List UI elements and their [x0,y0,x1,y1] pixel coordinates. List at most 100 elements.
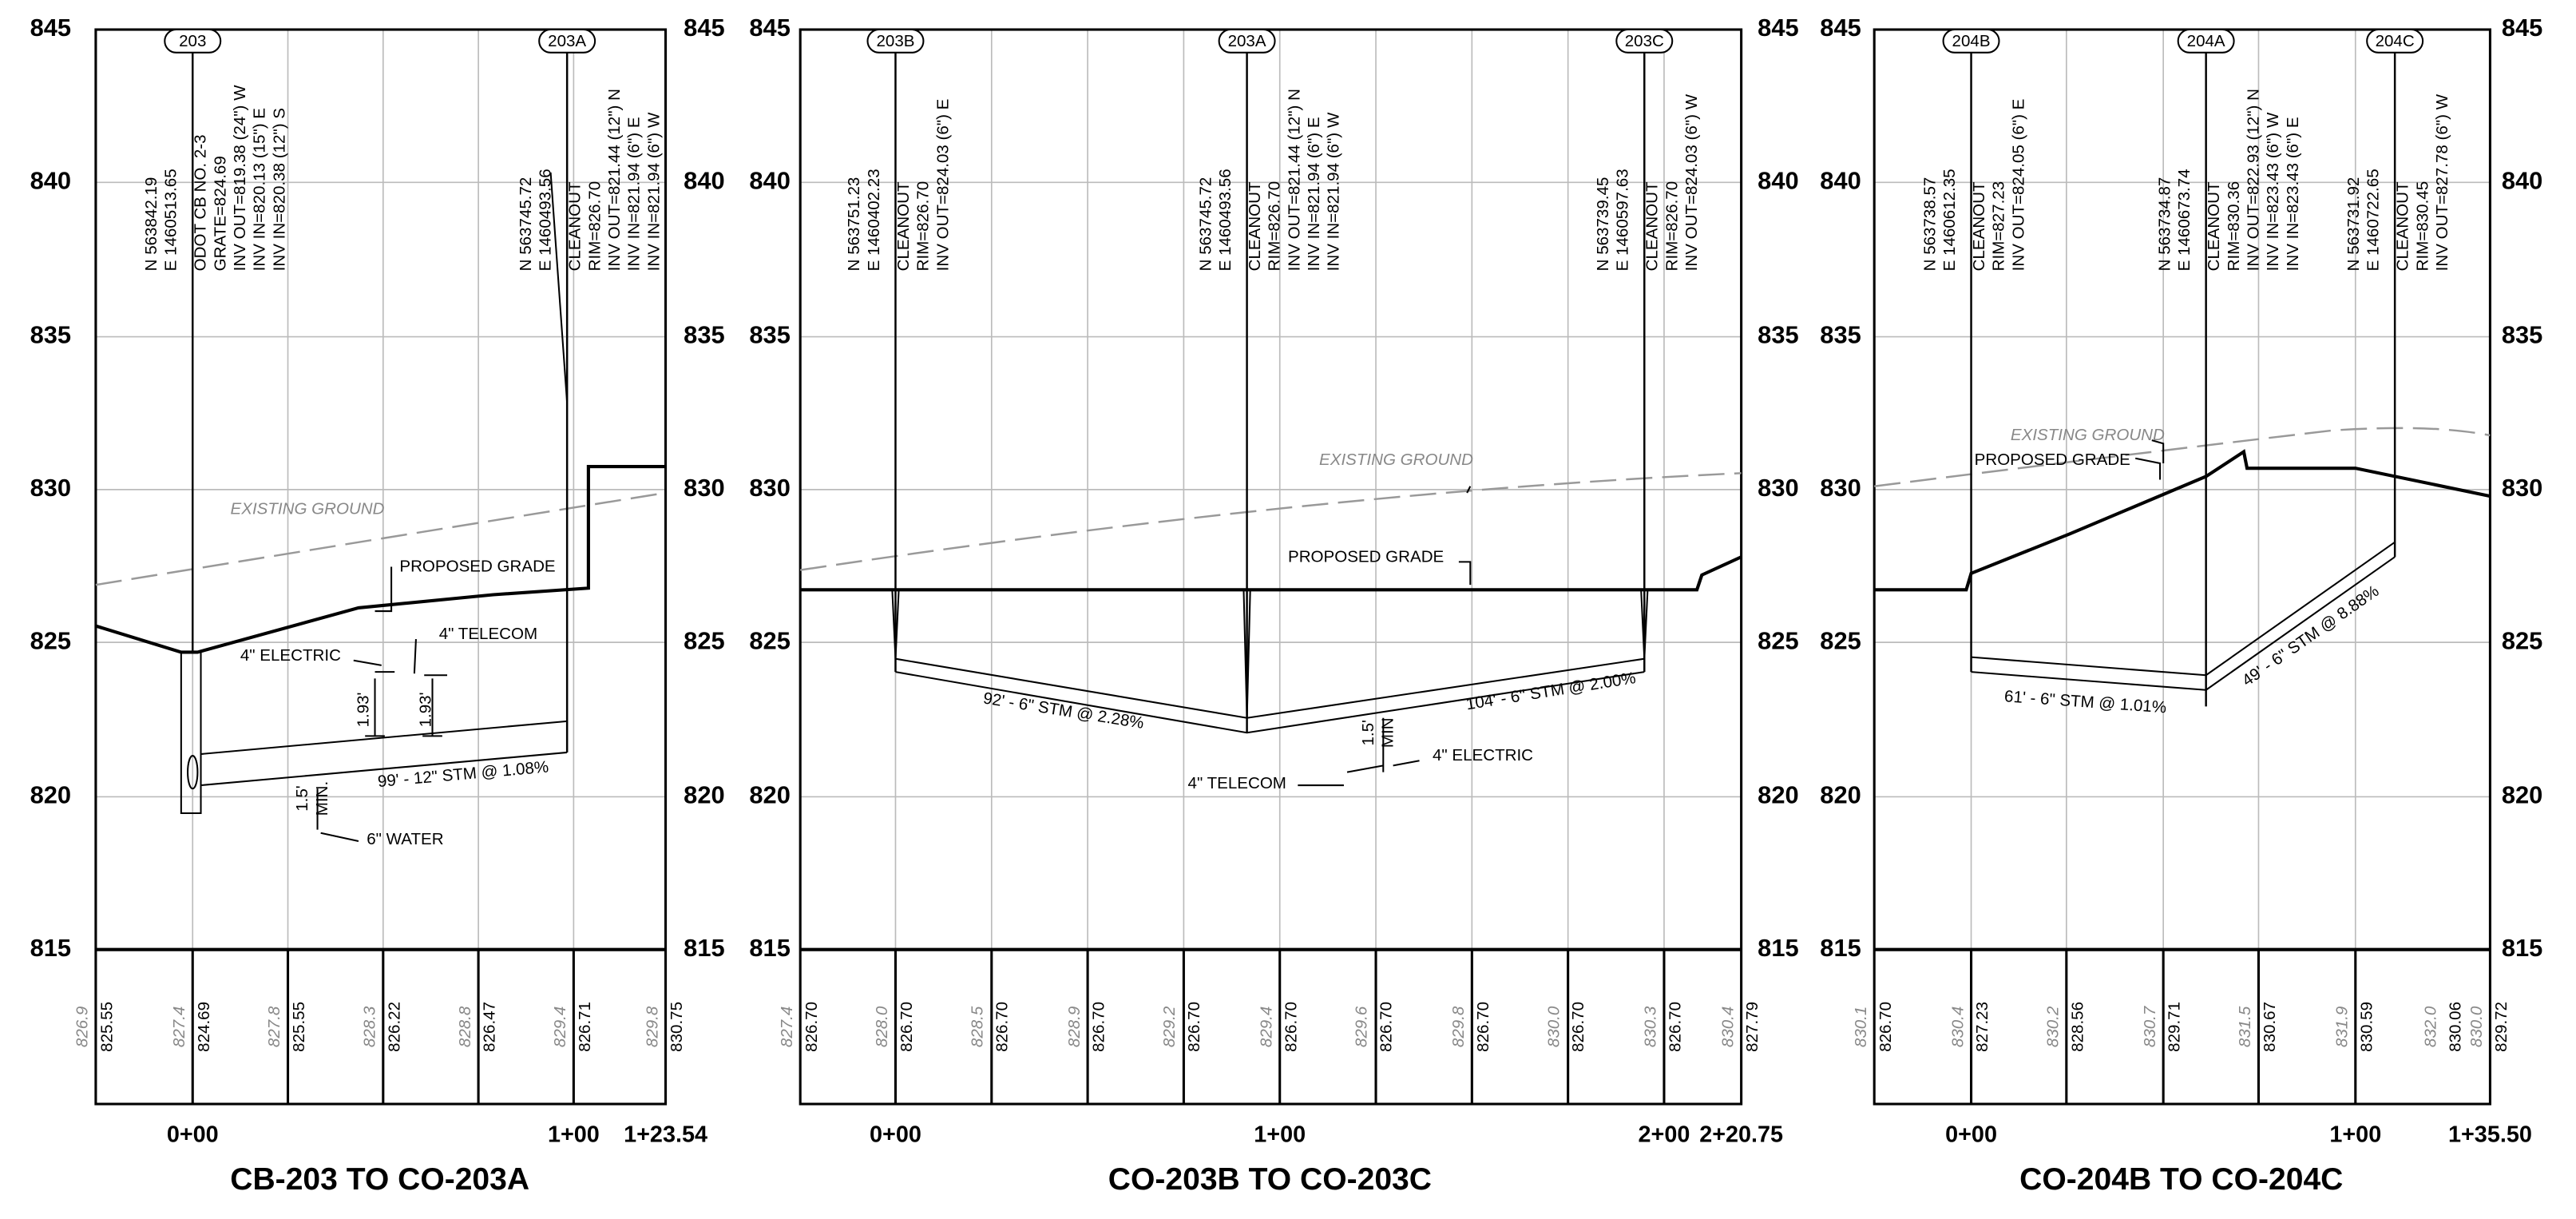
panel-title: CO-204B TO CO-204C [2019,1162,2343,1197]
elevation-label: 830 [1758,474,1798,502]
structure-tag: 204A [2187,32,2225,50]
structure-note: CLEANOUT [2394,181,2412,271]
frame [799,28,1743,1106]
structure-note: INV IN=820.13 (15") E [251,108,269,271]
proposed-grade-label: 826.70 [1282,1002,1300,1052]
structure-note: E 1460493.56 [537,169,555,271]
existing-grade-label: 828.3 [361,1006,379,1047]
frame [1873,28,2491,1106]
drawing-line [353,659,395,673]
elevation-label: 845 [30,14,71,42]
station-label: 1+35.50 [2448,1122,2532,1147]
annotation: 4" TELECOM [1188,774,1286,792]
structure-tag: 203A [1228,32,1266,50]
proposed-grade-label: 826.70 [1090,1002,1108,1052]
structure-note: RIM=830.36 [2225,181,2243,272]
annotation: 1.93' [416,692,434,727]
elevation-label: 825 [2502,626,2542,654]
elevation-label: 815 [2502,934,2542,962]
structure-note: RIM=826.70 [914,181,933,272]
structure-tag-box [538,28,596,54]
elevation-label: 825 [30,626,71,654]
existing-grade-label: 829.4 [551,1007,569,1047]
annotation: 1.5' [293,785,311,811]
structure-note: E 1460722.65 [2364,169,2383,271]
structure-note: N 563751.23 [845,177,863,272]
panel-title: CB-203 TO CO-203A [230,1162,529,1197]
structure-note: E 1460673.74 [2175,169,2194,271]
structure-tag: 204B [1952,32,1991,50]
proposed-grade-label: 824.69 [195,1002,213,1052]
structure-note: RIM=826.70 [585,181,604,272]
station-label: 2+00 [1639,1122,1690,1147]
structure-note: CLEANOUT [566,181,585,271]
existing-grade-label: 828.5 [968,1006,986,1047]
structure-note: N 563745.72 [1196,177,1215,272]
profile-panel [799,28,1743,1106]
structure-tag-box [1218,28,1276,54]
elevation-label: 815 [684,934,724,962]
existing-grade-label: 831.5 [2236,1006,2254,1047]
annotation: PROPOSED GRADE [1288,547,1444,566]
existing-grade-label: 830.0 [1544,1006,1563,1047]
drawing-line [1466,486,1472,494]
elevation-label: 820 [30,781,71,809]
elevation-label: 825 [684,626,724,654]
drawing-line [316,788,359,842]
drawing-line [1393,760,1420,767]
proposed-grade-label: 826.70 [1185,1002,1203,1052]
elevation-label: 835 [30,321,71,349]
structure-tag-box [1942,28,2000,54]
elevation-label: 815 [30,934,71,962]
annotation: 4" TELECOM [439,625,537,643]
structure-note: CLEANOUT [2205,181,2223,271]
structure-note: INV OUT=824.05 (6") E [2009,99,2027,272]
drawing-line [187,755,199,790]
existing-ground [95,491,666,586]
existing-grade-label: 832.0 [2422,1006,2440,1047]
elevation-label: 825 [1758,626,1798,654]
elevation-label: 840 [2502,166,2542,194]
annotation: MIN [1379,717,1397,748]
existing-grade-label: 830.4 [1718,1007,1737,1047]
station-label: 2+20.75 [1699,1122,1783,1147]
existing-grade-label: 829.8 [643,1006,661,1047]
structure-tag-box [1615,28,1674,54]
drawing-line [200,720,568,787]
structure-note: E 1460493.56 [1216,169,1234,271]
elevation-label: 845 [1820,14,1861,42]
structure-tag-box [2366,28,2424,54]
elevation-label: 840 [1758,166,1798,194]
station-label: 0+00 [1945,1122,1997,1147]
structure-note: E 1460513.65 [162,169,180,271]
proposed-grade-label: 825.55 [97,1002,116,1052]
station-label: 1+00 [1254,1122,1306,1147]
existing-grade-label: 828.9 [1065,1007,1084,1047]
proposed-grade-label: 826.70 [1877,1002,1895,1052]
proposed-grade-label: 826.70 [993,1002,1011,1052]
elevation-label: 830 [2502,474,2542,502]
structure-tag-box [2177,28,2235,54]
structure-note: CLEANOUT [1246,181,1264,271]
existing-grade-label: 827.8 [265,1006,283,1047]
existing-ground [800,472,1742,571]
structure-note: INV OUT=819.38 (24") W [231,85,249,271]
elevation-label: 845 [1758,14,1798,42]
structure-note: CLEANOUT [894,181,913,271]
existing-grade-label: 829.6 [1353,1006,1371,1047]
elevation-label: 835 [749,321,790,349]
structure-note: N 563745.72 [517,177,535,272]
structure-note: N 563842.19 [142,177,161,272]
existing-ground [1874,427,2491,487]
structure-note: N 563731.92 [2344,177,2363,272]
elevation-label: 845 [684,14,724,42]
annotation: EXISTING GROUND [2011,426,2165,444]
elevation-label: 825 [1820,626,1861,654]
annotation: EXISTING GROUND [231,500,385,518]
drawing-line [1971,656,2206,691]
elevation-label: 830 [749,474,790,502]
elevation-label: 820 [749,781,790,809]
elevation-label: 835 [684,321,724,349]
